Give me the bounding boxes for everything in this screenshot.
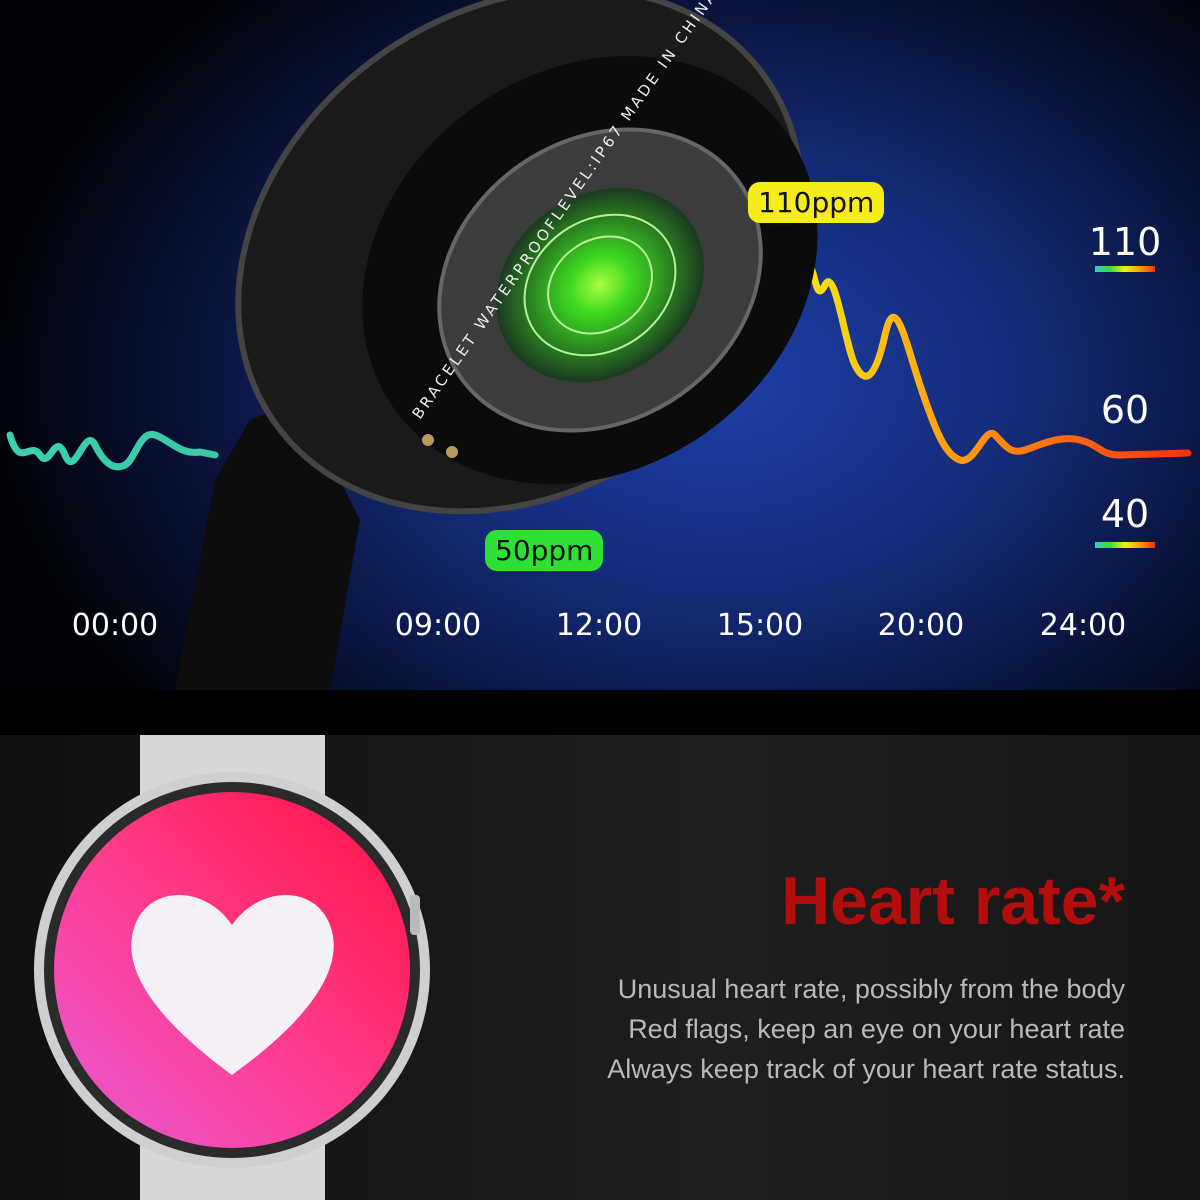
time-label: 15:00 <box>716 608 804 643</box>
time-label: 24:00 <box>1039 608 1127 643</box>
time-label: 00:00 <box>71 608 159 643</box>
watch-back: BRACELET WATERPROOFLEVEL:IP67 MADE IN CH… <box>175 0 844 690</box>
scale-bar-top <box>1095 266 1155 272</box>
heart-icon <box>131 895 334 1075</box>
heart-rate-feature-panel: Heart rate* Unusual heart rate, possibly… <box>0 735 1200 1200</box>
divider <box>0 690 1200 735</box>
scale-bar-bottom <box>1095 542 1155 548</box>
chart-graphics: BRACELET WATERPROOFLEVEL:IP67 MADE IN CH… <box>6 0 1192 690</box>
time-label: 09:00 <box>394 608 482 643</box>
description-line: Unusual heart rate, possibly from the bo… <box>617 974 1125 1004</box>
time-label: 12:00 <box>555 608 643 643</box>
time-label: 20:00 <box>877 608 965 643</box>
heart-rate-chart-panel: BRACELET WATERPROOFLEVEL:IP67 MADE IN CH… <box>0 0 1200 690</box>
feature-title: Heart rate* <box>781 863 1125 939</box>
scale-label-40: 40 <box>1100 492 1150 536</box>
description-line: Always keep track of your heart rate sta… <box>607 1054 1125 1084</box>
scale-label-60: 60 <box>1100 388 1150 432</box>
low-bubble: 50ppm <box>485 530 604 571</box>
description-line: Red flags, keep an eye on your heart rat… <box>628 1014 1125 1044</box>
peak-bubble: 110ppm <box>748 182 885 223</box>
scale-label-110: 110 <box>1088 220 1162 264</box>
watch-front-image <box>34 735 430 1200</box>
